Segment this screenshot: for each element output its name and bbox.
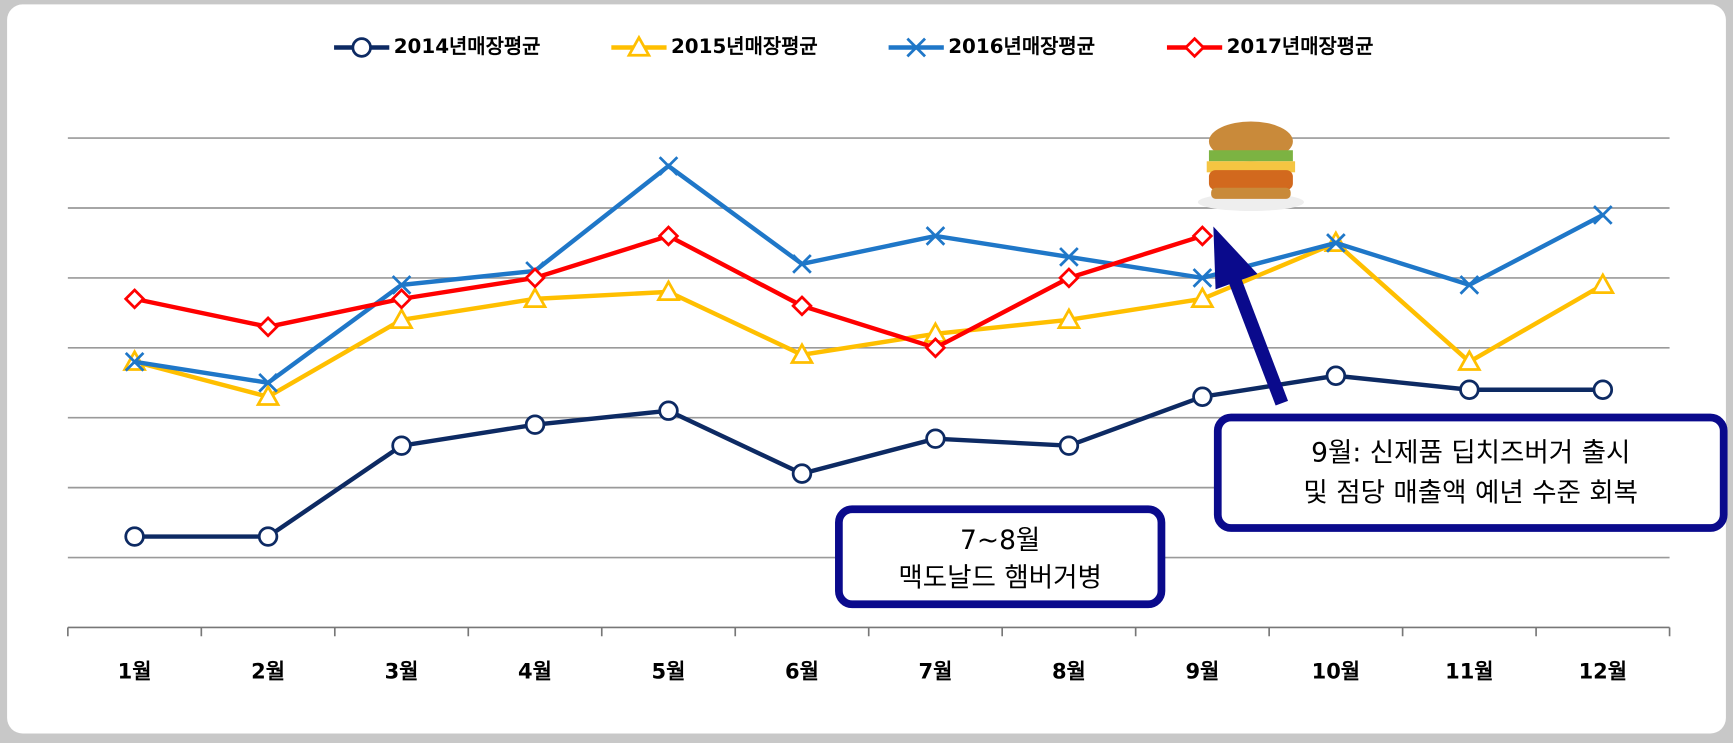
series-line bbox=[134, 163, 1604, 386]
data-point bbox=[258, 372, 278, 393]
x-tick-label: 9월 bbox=[1185, 660, 1219, 684]
data-point bbox=[1593, 205, 1613, 225]
data-point bbox=[1192, 268, 1213, 288]
legend-marker bbox=[1183, 36, 1206, 59]
data-point bbox=[1459, 275, 1480, 295]
legend: 2014년매장평균 2015년매장평균 2016년매장평균 2017년매장평균 bbox=[334, 34, 1374, 59]
data-point bbox=[658, 156, 679, 176]
x-tick-label: 12월 bbox=[1579, 660, 1627, 684]
data-point bbox=[1190, 286, 1215, 308]
x-tick-label: 3월 bbox=[385, 660, 419, 684]
data-point bbox=[1326, 233, 1346, 253]
data-point bbox=[1457, 349, 1482, 371]
data-point bbox=[390, 288, 413, 310]
x-tick-label: 2월 bbox=[251, 660, 285, 684]
data-point bbox=[789, 342, 815, 364]
data-point bbox=[391, 275, 412, 295]
data-point bbox=[1192, 386, 1213, 407]
annotation-text: 맥도날드 햄버거병 bbox=[898, 562, 1101, 593]
legend-label: 2014년매장평균 bbox=[394, 35, 541, 58]
arrow bbox=[1229, 279, 1289, 406]
data-point bbox=[1191, 225, 1214, 247]
legend-marker bbox=[906, 37, 927, 58]
data-point bbox=[791, 295, 813, 317]
data-point bbox=[792, 254, 812, 274]
data-point bbox=[389, 307, 414, 329]
data-point bbox=[1056, 307, 1082, 329]
legend-label: 2016년매장평균 bbox=[948, 35, 1095, 58]
data-point bbox=[658, 400, 679, 421]
data-point bbox=[657, 225, 680, 247]
x-tick-label: 1월 bbox=[118, 660, 152, 684]
annotation-box bbox=[1213, 413, 1728, 532]
legend-label: 2015년매장평균 bbox=[671, 35, 818, 58]
data-point bbox=[124, 526, 145, 547]
x-tick-label: 7월 bbox=[919, 660, 953, 684]
data-point bbox=[1592, 379, 1614, 400]
data-point bbox=[1590, 272, 1616, 294]
legend-marker bbox=[626, 34, 652, 57]
data-point bbox=[524, 267, 546, 289]
annotation-text: 및 점당 매출액 예년 수준 회복 bbox=[1303, 477, 1638, 508]
data-point bbox=[522, 286, 548, 308]
data-point bbox=[791, 463, 813, 484]
data-point bbox=[656, 279, 681, 301]
burger-image bbox=[1197, 121, 1304, 211]
legend-marker bbox=[351, 37, 372, 58]
data-point bbox=[1459, 379, 1480, 400]
data-point bbox=[123, 288, 146, 310]
data-point bbox=[257, 316, 279, 338]
x-tick-label: 4월 bbox=[518, 660, 552, 684]
data-point bbox=[391, 435, 412, 456]
x-tick-label: 6월 bbox=[785, 660, 819, 684]
x-tick-label: 11월 bbox=[1445, 660, 1493, 684]
data-point bbox=[524, 414, 546, 435]
data-point bbox=[1325, 365, 1347, 386]
annotation-box bbox=[835, 505, 1166, 609]
series-line bbox=[134, 240, 1604, 400]
arrow-head bbox=[1213, 226, 1258, 290]
data-point bbox=[255, 383, 281, 406]
x-tick-label: 10월 bbox=[1312, 660, 1360, 684]
annotation-text: 7~8월 bbox=[960, 525, 1040, 556]
data-point bbox=[1059, 247, 1079, 267]
data-point bbox=[257, 526, 279, 547]
panel bbox=[7, 4, 1726, 734]
data-point bbox=[1058, 267, 1080, 289]
data-point bbox=[1058, 435, 1080, 456]
annotation-text: 9월: 신제품 딥치즈버거 출시 bbox=[1311, 438, 1630, 469]
data-point bbox=[925, 428, 946, 449]
lines bbox=[122, 156, 1616, 547]
x-tick-label: 8월 bbox=[1052, 660, 1086, 684]
data-point bbox=[924, 337, 947, 359]
data-point bbox=[124, 351, 145, 372]
x-tick-label: 5월 bbox=[652, 660, 686, 684]
data-point bbox=[925, 226, 946, 246]
legend-label: 2017년매장평균 bbox=[1227, 35, 1374, 58]
series-line bbox=[134, 373, 1603, 539]
